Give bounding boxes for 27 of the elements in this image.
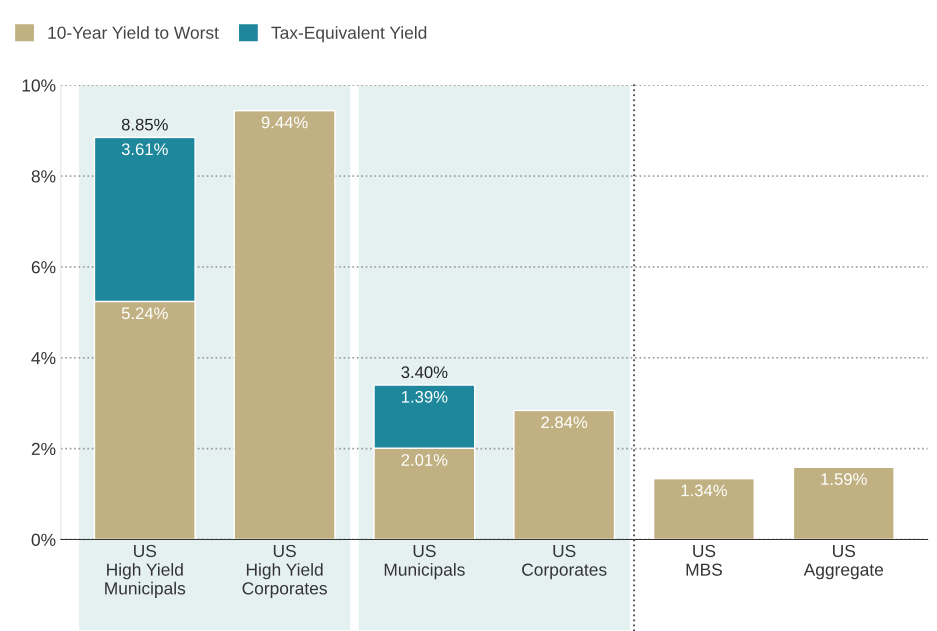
- x-tick-label: US MBS: [686, 544, 722, 576]
- y-tick-label: 6%: [32, 261, 56, 274]
- legend-label: Tax-Equivalent Yield: [271, 26, 426, 42]
- y-tick-label: 4%: [31, 352, 56, 364]
- x-tick-label: US High Yield Corporates: [242, 544, 327, 598]
- data-label: 3.61%: [122, 143, 168, 156]
- y-tick-label: 0%: [32, 534, 56, 546]
- x-tick-label: US Corporates: [522, 544, 606, 580]
- legend-label: 10-Year Yield to Worst: [48, 26, 219, 39]
- x-tick-label: US High Yield Municipals: [105, 544, 186, 598]
- total-label: 3.40%: [401, 366, 448, 378]
- data-label: 5.24%: [122, 307, 168, 320]
- y-tick-label: 10%: [22, 79, 56, 92]
- data-label: 1.39%: [402, 390, 448, 403]
- data-label: 2.84%: [541, 416, 588, 428]
- y-tick-label: 8%: [32, 170, 56, 183]
- x-tick-label: US Aggregate: [804, 544, 884, 580]
- bar: [652, 478, 755, 540]
- data-label: 1.59%: [821, 473, 867, 485]
- data-label: 9.44%: [262, 116, 308, 128]
- bar: [513, 410, 616, 540]
- y-tick-label: 2%: [32, 442, 56, 456]
- bar: [792, 466, 895, 540]
- total-label: 8.85%: [122, 118, 168, 131]
- x-tick-label: US Municipals: [384, 544, 465, 580]
- data-label: 1.34%: [682, 484, 727, 496]
- data-label: 2.01%: [402, 454, 448, 466]
